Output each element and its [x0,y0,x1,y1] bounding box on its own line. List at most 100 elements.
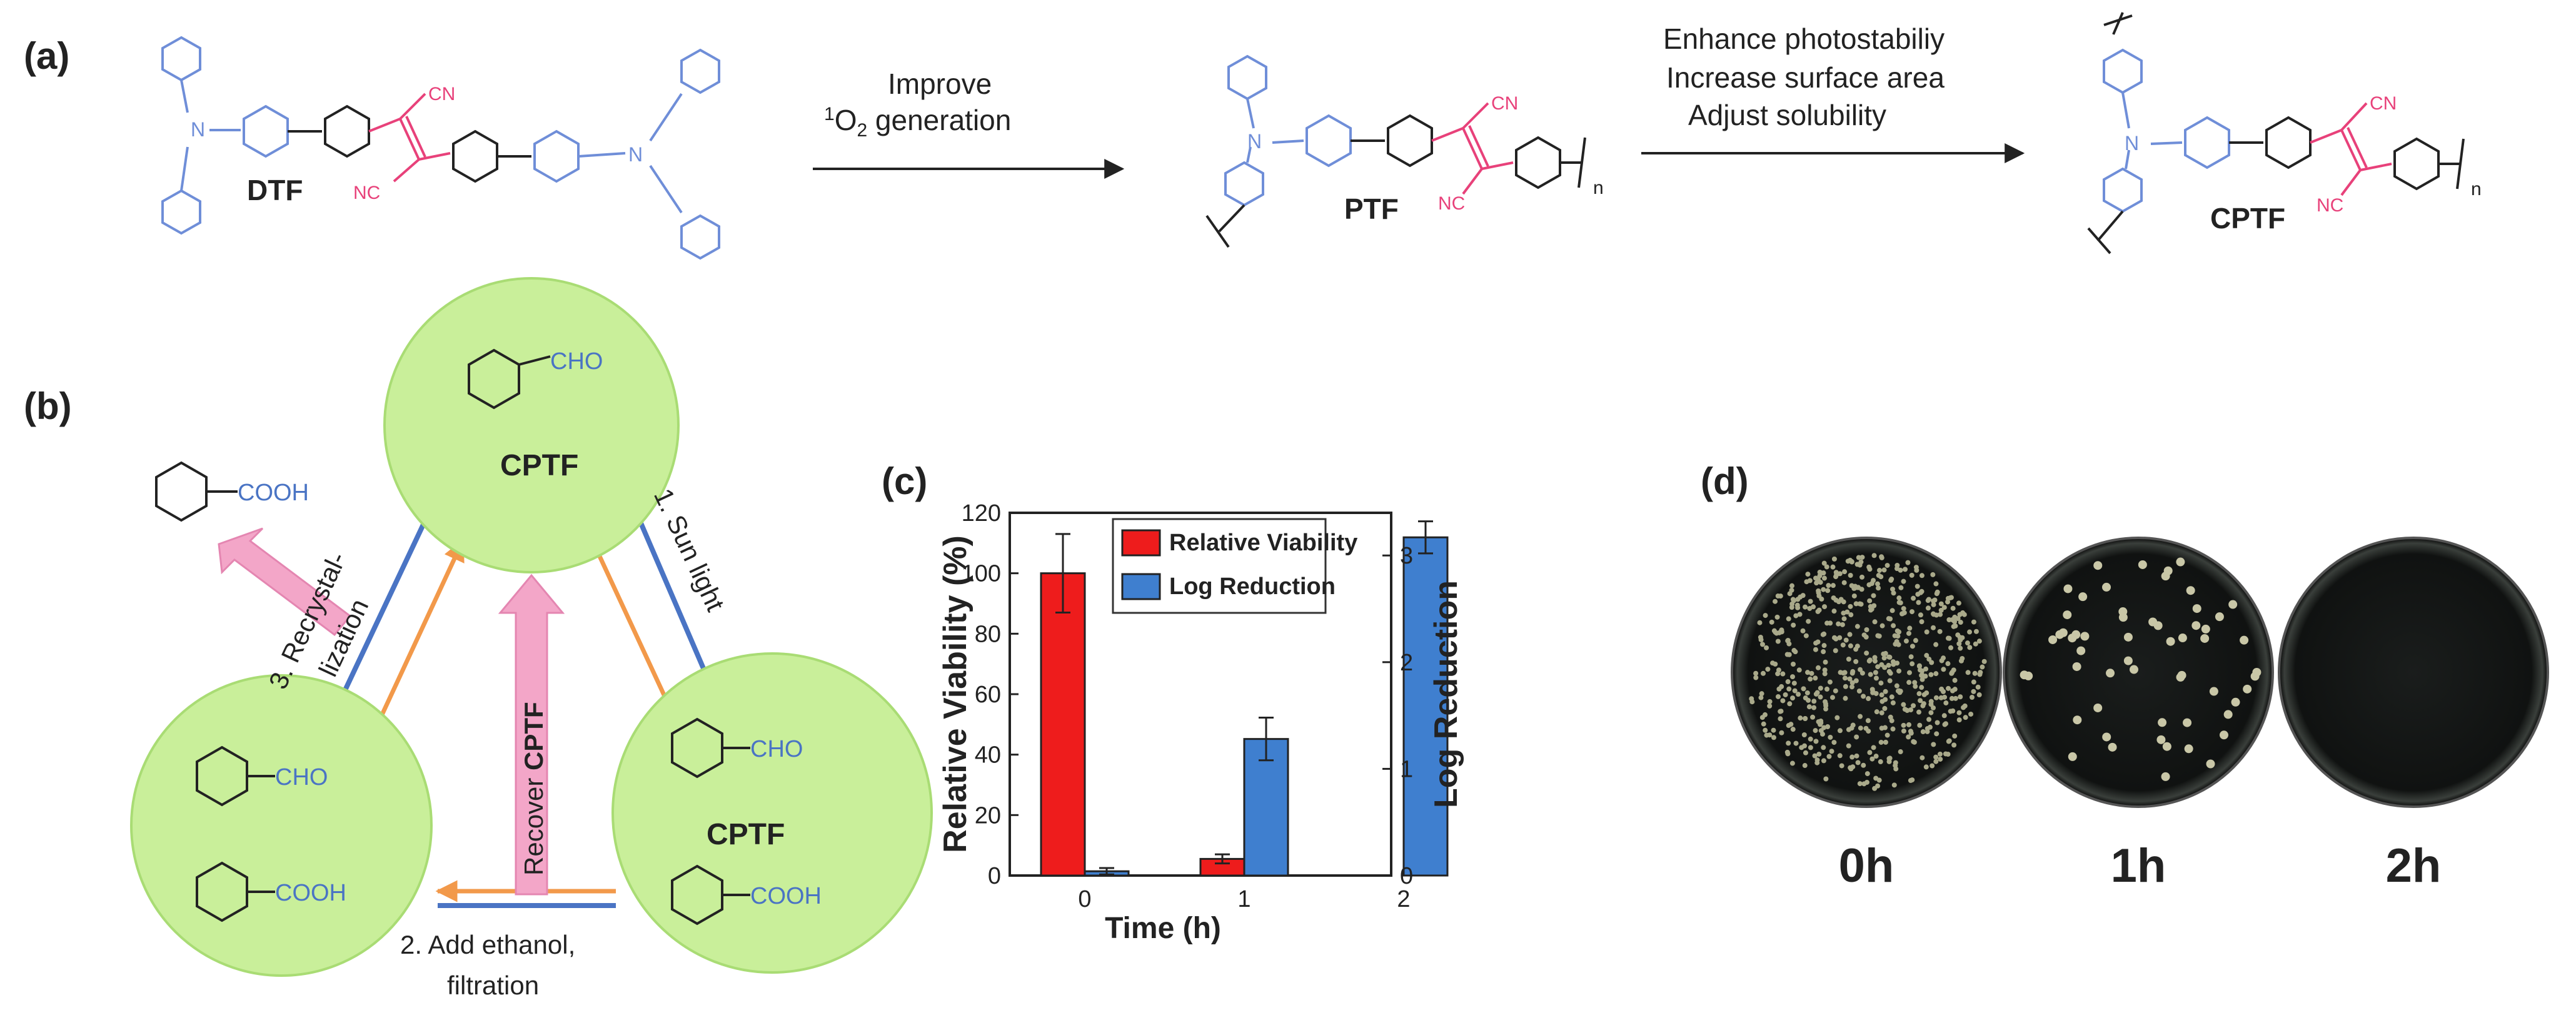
colony [1894,628,1900,634]
colony [1834,715,1840,720]
colony [1970,695,1975,700]
colony [1858,714,1863,719]
colony [1810,714,1816,720]
colony [1898,749,1903,755]
circle-bottom-right [611,652,933,974]
colony [1933,754,1939,760]
colony [1948,709,1953,714]
cptf-nc: NC [2317,195,2343,216]
colony [1916,691,1922,697]
colony [1808,736,1813,742]
colony [1878,739,1884,745]
colony [1823,699,1828,705]
colony [1895,688,1901,694]
colony [1824,620,1830,626]
colony [1822,671,1828,677]
cooh-bottom-left: COOH [275,880,346,906]
colony [1971,619,1976,625]
colony [1920,729,1926,735]
colony [1846,727,1851,732]
colony [1818,728,1824,734]
colony [1773,661,1778,667]
colony [1837,753,1843,759]
colony [1855,585,1861,590]
colony [1976,692,1982,698]
colony [2162,742,2171,751]
colony [1831,635,1837,640]
x-axis-label: Time (h) [1105,912,1221,945]
colony [1901,702,1906,707]
colony [2215,612,2224,622]
y-tick-label-left: 0 [988,863,1001,889]
cho-bottom-right: CHO [750,736,803,762]
step2-line1: 2. Add ethanol, [400,930,575,959]
colony [1937,629,1943,634]
colony [1871,745,1876,750]
colony [1829,695,1835,700]
colony [1807,578,1813,583]
colony [1857,781,1863,787]
colony [1907,625,1913,631]
colony [1943,751,1948,757]
colony [1801,732,1807,737]
colony [2192,604,2201,613]
colony [1842,675,1848,681]
colony [1973,629,1979,634]
colony [1815,608,1821,614]
colony [1923,666,1929,672]
colony [1786,641,1792,647]
colony [1785,679,1791,685]
colony [1896,600,1902,605]
colony [2166,637,2175,646]
colony [1888,670,1893,676]
y-tick-label-right: 2 [1400,650,1413,676]
colony [1867,598,1873,603]
colony [1787,591,1793,597]
colony [1806,704,1812,710]
arrow-2-line3: Adjust solubility [1688,99,1886,131]
colony [2138,560,2147,569]
y-tick-label-right: 1 [1400,756,1413,782]
colony [2102,732,2111,742]
colony [1771,727,1776,733]
colony [1886,654,1892,660]
dtf-cn: CN [428,84,455,104]
chart-bars [1040,520,1449,877]
colony [2243,684,2252,694]
y-tick-label-left: 100 [962,561,1001,587]
colony [1918,698,1923,704]
colony [1779,730,1784,735]
colony [1889,694,1894,700]
colony [1901,610,1907,615]
colony [1812,753,1818,759]
colony [1892,633,1898,639]
colony [1818,580,1823,585]
panel-a-label: (a) [24,35,69,77]
colony [2093,561,2103,570]
colony [1795,597,1801,602]
colony [1874,709,1879,715]
colony [1831,608,1837,614]
colony [1930,572,1936,577]
colony [2080,632,2090,641]
colony [1858,602,1864,607]
colony [2231,697,2240,707]
colony [1833,688,1838,694]
colony [1791,662,1796,667]
colony [1849,684,1854,690]
colony [1896,668,1902,674]
colony [1927,724,1933,730]
colony [1821,745,1826,750]
legend-label-viability: Relative Viability [1169,530,1357,556]
colony [1934,731,1940,737]
cptf-subscript-n: n [2471,179,2482,199]
y-tick-label-left: 80 [975,621,1001,647]
y-tick-label-right: 0 [1400,863,1413,889]
colony [1881,655,1887,661]
colony [2161,772,2170,781]
colony [1763,727,1768,733]
colony [1830,564,1836,570]
colony [1759,691,1764,697]
colony [1839,763,1844,769]
colony [1888,577,1894,583]
